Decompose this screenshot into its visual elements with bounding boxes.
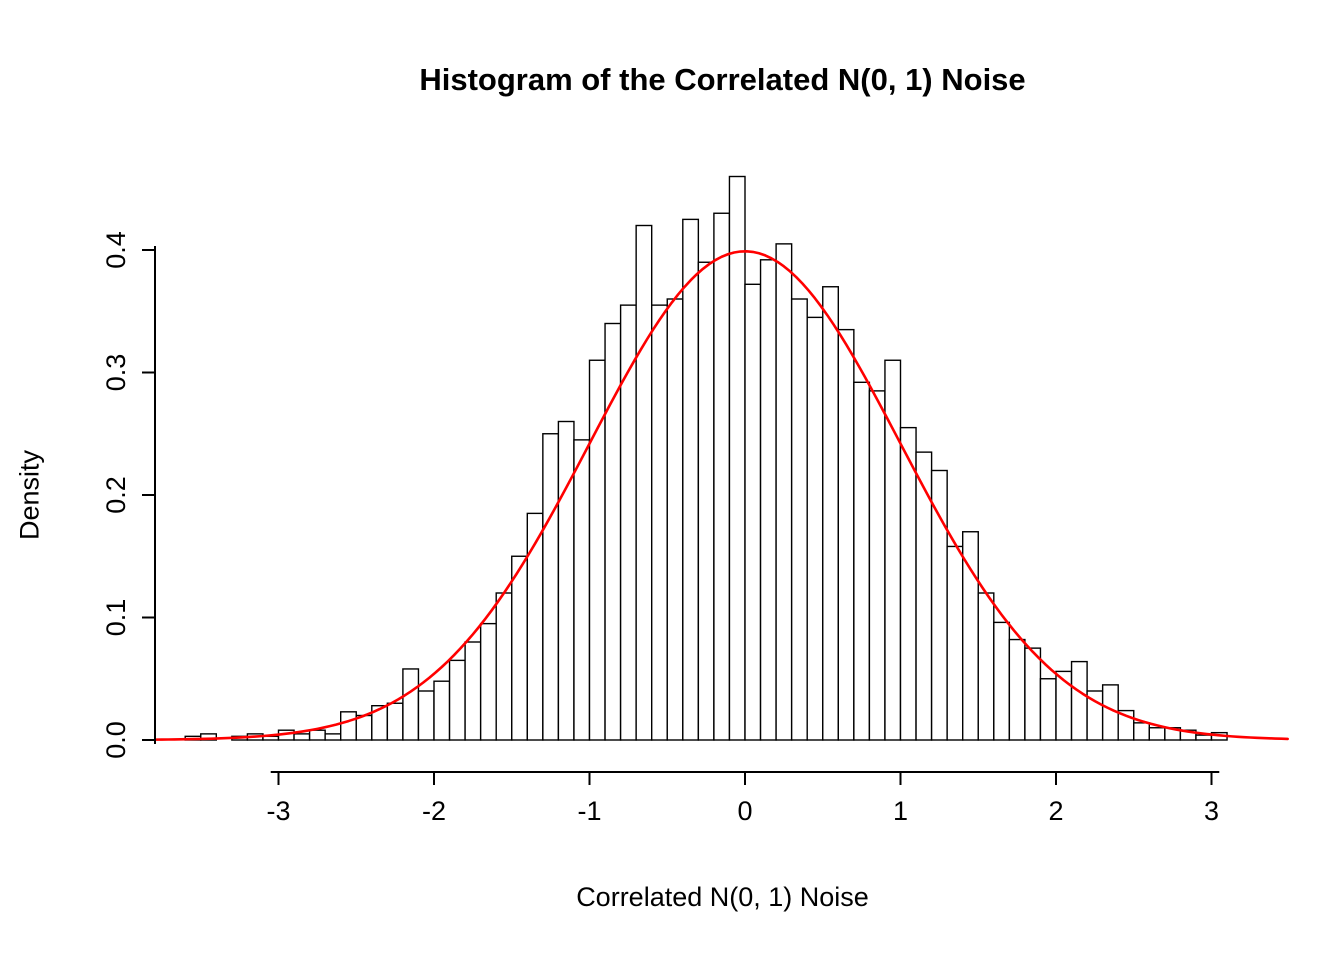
histogram-bar — [806, 316, 824, 741]
histogram-bar — [604, 322, 622, 741]
y-axis-label: Density — [14, 449, 45, 541]
histogram-bar — [542, 433, 560, 741]
histogram-bar — [697, 261, 715, 741]
normal-density-curve — [154, 250, 1289, 741]
histogram-bar — [775, 243, 793, 741]
histogram-bar — [666, 298, 684, 741]
histogram-bar — [464, 641, 482, 741]
histogram-bar — [713, 212, 731, 741]
histogram-bar — [324, 733, 342, 741]
histogram-bar — [759, 259, 777, 741]
histogram-bar — [293, 733, 311, 741]
histogram-bar — [1024, 647, 1042, 741]
histogram-bars — [184, 175, 1228, 741]
histogram-bar — [1039, 678, 1057, 741]
y-axis-tick-label: 0.3 — [101, 354, 131, 392]
histogram-bar — [526, 512, 544, 741]
histogram-bar — [573, 439, 591, 741]
histogram-bar — [790, 298, 808, 741]
y-axis: 0.0 0.1 0.2 0.3 0.4 — [101, 231, 156, 759]
histogram-bar — [386, 702, 404, 741]
histogram-bar — [355, 714, 373, 741]
x-axis-tick-label: 3 — [1204, 796, 1219, 826]
x-axis-tick-label: -2 — [422, 796, 446, 826]
histogram-bar — [962, 531, 979, 741]
histogram-bar — [557, 420, 575, 741]
histogram-bar — [479, 622, 497, 741]
histogram-bar — [1195, 734, 1213, 741]
histogram-bar — [308, 729, 326, 741]
histogram-bar — [495, 592, 513, 741]
x-axis-label: Correlated N(0, 1) Noise — [576, 882, 869, 912]
y-axis-tick-label: 0.1 — [101, 599, 131, 637]
x-axis-tick-label: -3 — [266, 796, 290, 826]
histogram-bar — [822, 286, 840, 741]
y-axis-tick-label: 0.2 — [101, 476, 131, 514]
histogram-bar — [946, 545, 964, 741]
y-axis-tick-label: 0.0 — [101, 721, 131, 759]
x-axis-tick-label: -1 — [577, 796, 601, 826]
chart-title: Histogram of the Correlated N(0, 1) Nois… — [419, 62, 1026, 97]
histogram-bar — [1008, 638, 1026, 741]
histogram-bar — [728, 175, 746, 741]
histogram-bar — [868, 390, 886, 741]
histogram-bar — [1070, 660, 1088, 741]
histogram-bar — [1148, 727, 1166, 741]
x-axis-tick-label: 0 — [737, 796, 752, 826]
histogram-bar — [853, 381, 871, 741]
histogram-bar — [402, 668, 420, 741]
histogram-bar — [744, 283, 762, 741]
histogram-bar — [651, 304, 668, 741]
histogram-bar — [977, 592, 995, 741]
histogram-bar — [930, 469, 948, 741]
histogram-bar — [433, 680, 451, 741]
histogram-bar — [682, 218, 700, 741]
histogram-bar — [899, 426, 917, 741]
x-axis: -3 -2 -1 0 1 2 3 — [266, 771, 1220, 826]
histogram-bar — [993, 621, 1011, 741]
histogram-bar — [635, 224, 653, 741]
histogram-bar — [837, 328, 855, 741]
histogram-bar — [511, 555, 529, 741]
y-axis-tick-label: 0.4 — [101, 231, 131, 269]
histogram-bar — [448, 659, 466, 741]
x-axis-tick-label: 2 — [1048, 796, 1063, 826]
x-axis-tick-label: 1 — [893, 796, 908, 826]
histogram-bar — [1133, 722, 1151, 741]
histogram-bar — [417, 690, 435, 741]
histogram-bar — [340, 711, 357, 741]
